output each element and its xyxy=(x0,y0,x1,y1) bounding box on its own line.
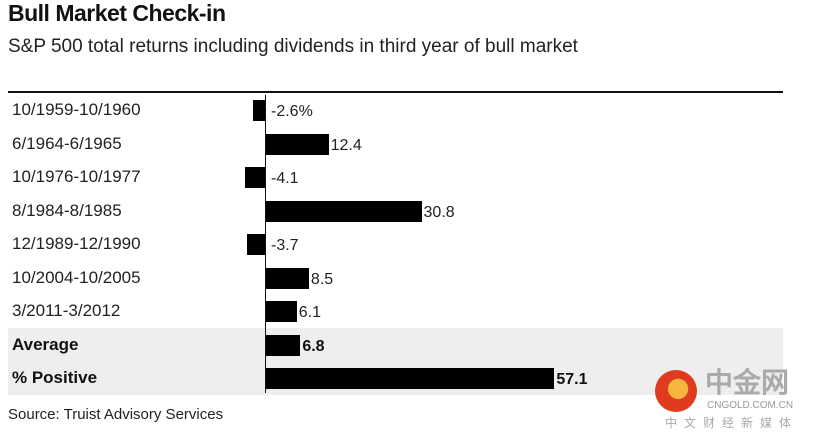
logo-tagline: 中文财经新媒体 xyxy=(665,416,799,430)
bar xyxy=(266,133,329,155)
category-label: 10/1959-10/1960 xyxy=(12,100,141,119)
data-label: -2.6% xyxy=(271,103,313,120)
data-label: 12.4 xyxy=(330,136,362,154)
chart-subtitle: S&P 500 total returns including dividend… xyxy=(8,36,578,57)
category-label: Average xyxy=(12,334,79,354)
logo-domain: CNGOLD.COM.CN xyxy=(707,400,794,411)
category-label: % Positive xyxy=(12,368,98,387)
bar xyxy=(266,368,555,389)
source-note: Source: Truist Advisory Services xyxy=(8,406,224,423)
top-rule xyxy=(8,91,783,93)
bar xyxy=(266,301,297,322)
watermark-logo: 中金网 CNGOLD.COM.CN 中文财经新媒体 xyxy=(655,368,805,440)
bar xyxy=(266,267,309,289)
chart-title: Bull Market Check-in xyxy=(8,0,226,26)
logo-name: 中金网 xyxy=(705,366,790,399)
logo-swirl-icon xyxy=(655,370,697,412)
category-label: 3/2011-3/2012 xyxy=(12,301,121,320)
category-label: 10/2004-10/2005 xyxy=(12,267,141,287)
data-label: 57.1 xyxy=(556,371,588,388)
bar xyxy=(247,234,266,255)
category-label: 10/1976-10/1977 xyxy=(12,167,141,186)
data-label: 8.5 xyxy=(310,270,334,288)
bar xyxy=(245,167,266,188)
data-label: -3.7 xyxy=(271,237,299,254)
data-label: 30.8 xyxy=(423,203,455,221)
category-label: 8/1984-8/1985 xyxy=(12,200,122,220)
data-label: -4.1 xyxy=(271,170,299,187)
category-label: 6/1964-6/1965 xyxy=(12,133,122,153)
data-label: 6.8 xyxy=(302,337,325,355)
bar xyxy=(252,100,266,121)
bar xyxy=(266,200,422,222)
category-label: 12/1989-12/1990 xyxy=(12,234,141,253)
zero-axis xyxy=(265,95,266,393)
data-label: 6.1 xyxy=(298,304,322,321)
bar xyxy=(266,334,301,356)
